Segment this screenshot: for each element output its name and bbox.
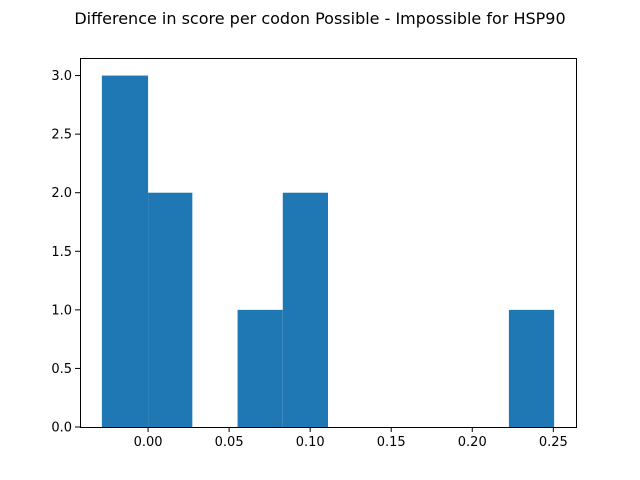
histogram-bar — [101, 75, 149, 428]
x-tick-label: 0.25 — [539, 435, 568, 450]
plot-frame — [80, 58, 577, 428]
x-tick-label: 0.05 — [215, 435, 244, 450]
chart-title: Difference in score per codon Possible -… — [74, 9, 565, 28]
y-tick-label: 1.5 — [51, 245, 72, 260]
y-tick-label: 2.5 — [51, 128, 72, 143]
bars-group — [101, 75, 555, 428]
histogram-bar — [148, 192, 193, 427]
histogram-bar — [508, 309, 555, 427]
y-axis-ticks: 0.0 0.5 1.0 1.5 2.0 2.5 3.0 — [51, 69, 80, 436]
x-tick-label: 0.00 — [134, 435, 163, 450]
y-tick-label: 2.0 — [51, 186, 72, 201]
histogram-bar — [282, 192, 328, 427]
x-tick-label: 0.20 — [458, 435, 487, 450]
x-tick-label: 0.10 — [296, 435, 325, 450]
histogram-bar — [237, 309, 283, 427]
y-tick-label: 1.0 — [51, 303, 72, 318]
y-tick-label: 0.0 — [51, 421, 72, 436]
x-axis-ticks: 0.00 0.05 0.10 0.15 0.20 0.25 — [134, 427, 568, 450]
x-tick-label: 0.15 — [377, 435, 406, 450]
y-tick-label: 3.0 — [51, 69, 72, 84]
y-tick-label: 0.5 — [51, 362, 72, 377]
